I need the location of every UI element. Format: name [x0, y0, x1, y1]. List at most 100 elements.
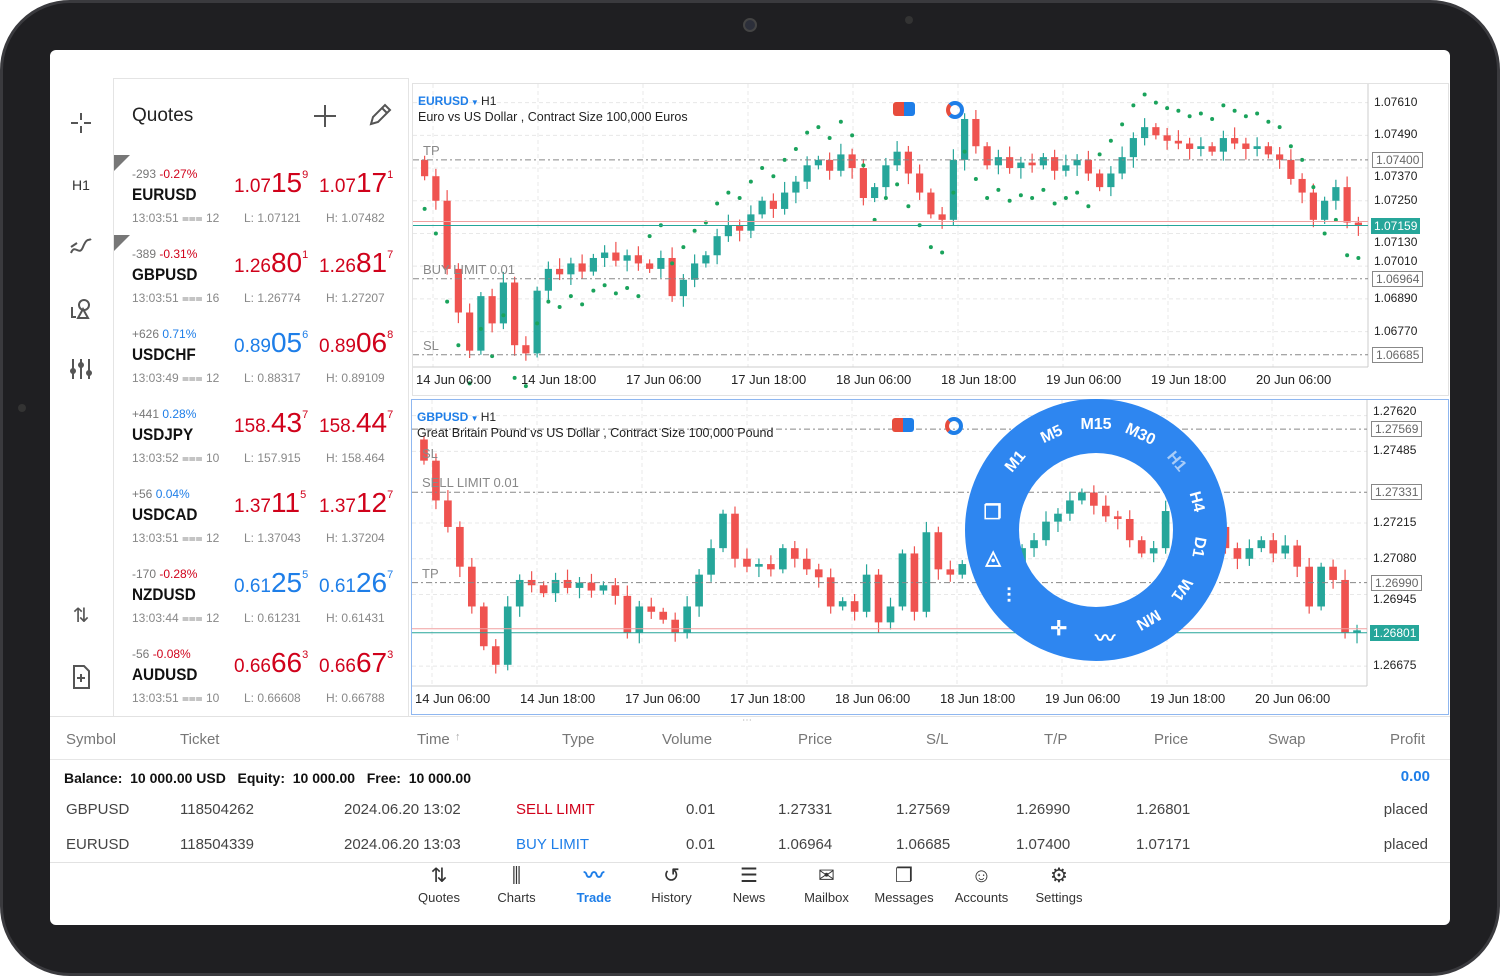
- parabolic-sar-dot: [850, 133, 855, 138]
- quote-row-eurusd[interactable]: -293 -0.27% EURUSD 13:03:51 ⩶ 12 L: 1.07121…: [114, 155, 410, 243]
- timeframe-h1[interactable]: H1: [1162, 448, 1190, 476]
- bid-price[interactable]: 0.66663: [234, 647, 308, 679]
- column-header[interactable]: S/L: [926, 731, 949, 748]
- order-level-label[interactable]: BUY LIMIT 0.01: [423, 261, 516, 277]
- order-level-label[interactable]: SL: [423, 337, 439, 353]
- indicators-icon[interactable]: 〰: [1095, 627, 1116, 650]
- nav-news[interactable]: ☰ News: [710, 862, 788, 905]
- column-header[interactable]: Symbol: [66, 731, 117, 748]
- ask-price[interactable]: 1.37127: [319, 487, 393, 519]
- sort-arrows-icon[interactable]: ⇅: [72, 604, 90, 627]
- order-row[interactable]: EURUSD 118504339 2024.06.20 13:03 BUY LIMIT…: [50, 836, 1450, 860]
- bid-price[interactable]: 0.89056: [234, 327, 308, 359]
- chart-eurusd[interactable]: TP 1.07400 BUY LIMIT 0.01 1.06964 SL 1.06685 1…: [412, 83, 1449, 396]
- order-level-label[interactable]: TP: [423, 142, 440, 158]
- time: 13:03:51: [132, 291, 179, 305]
- candle-body: [1329, 566, 1337, 580]
- bid-price[interactable]: 1.07159: [234, 167, 308, 199]
- quote-row-gbpusd[interactable]: -389 -0.31% GBPUSD 13:03:51 ⩶ 16 L: 1.26774…: [114, 235, 410, 323]
- timeframe-h4[interactable]: H4: [1186, 489, 1208, 515]
- add-document-icon[interactable]: [66, 662, 96, 692]
- ask-price[interactable]: 1.07171: [319, 167, 393, 199]
- chart-symbol[interactable]: GBPUSD: [417, 410, 469, 424]
- bid-price[interactable]: 1.26801: [234, 247, 308, 279]
- column-header[interactable]: Ticket: [180, 731, 220, 748]
- column-header[interactable]: Price: [798, 731, 833, 748]
- bid-price[interactable]: 158.437: [234, 407, 308, 439]
- parabolic-sar-dot: [996, 187, 1001, 192]
- x-tick-label: 17 Jun 06:00: [626, 372, 702, 387]
- column-header[interactable]: Volume: [662, 731, 713, 748]
- timeframe-m30[interactable]: M30: [1122, 420, 1158, 449]
- plus-icon[interactable]: [312, 103, 338, 134]
- nav-settings[interactable]: ⚙ Settings: [1020, 862, 1098, 905]
- column-header[interactable]: Price: [1154, 731, 1189, 748]
- timeframe-mn[interactable]: MN: [1133, 605, 1164, 634]
- column-header[interactable]: Time: [417, 731, 450, 748]
- crosshair-icon[interactable]: [66, 108, 96, 138]
- ask-part: 0.61: [319, 576, 356, 597]
- dropdown-icon[interactable]: ▼: [468, 98, 482, 107]
- candle-body: [862, 574, 871, 612]
- chart-symbol[interactable]: EURUSD: [418, 94, 469, 108]
- order-row[interactable]: GBPUSD 118504262 2024.06.20 13:02 SELL LIMI…: [50, 801, 1450, 825]
- nav-mailbox[interactable]: ✉ Mailbox: [788, 862, 866, 905]
- timeframe-m1[interactable]: M1: [1002, 447, 1030, 476]
- column-header[interactable]: Type: [562, 731, 595, 748]
- bid-price[interactable]: 0.61255: [234, 567, 308, 599]
- ask-price[interactable]: 158.447: [319, 407, 393, 439]
- dropdown-icon[interactable]: ▼: [468, 414, 481, 423]
- cell-type: BUY LIMIT: [516, 836, 590, 853]
- quote-row-usdcad[interactable]: +56 0.04% USDCAD 13:03:51 ⩶ 12 L: 1.37043 H:…: [114, 483, 410, 563]
- crosshair-icon[interactable]: ✛: [1050, 617, 1068, 640]
- order-level-label[interactable]: TP: [422, 565, 439, 581]
- order-level-label[interactable]: SELL LIMIT 0.01: [422, 475, 519, 491]
- spread: 12: [205, 611, 220, 625]
- chart-gbpusd[interactable]: SL 1.27569 SELL LIMIT 0.01 1.27331 TP 1.26990…: [411, 399, 1449, 715]
- level-price-tag: 1.27569: [1371, 421, 1423, 438]
- objects-icon[interactable]: ◬: [985, 546, 1001, 569]
- objects-icon[interactable]: [66, 294, 96, 324]
- bid-price[interactable]: 1.37115: [234, 487, 306, 519]
- nav-label: Trade: [576, 890, 612, 905]
- ask-price[interactable]: 0.89068: [319, 327, 393, 359]
- settings-sliders-icon[interactable]: [66, 354, 96, 384]
- spread: 10: [205, 451, 220, 465]
- windows-icon[interactable]: ❐: [983, 501, 1002, 524]
- timeframe-button[interactable]: H1: [72, 177, 90, 193]
- order-level-label[interactable]: SL: [422, 446, 438, 461]
- nav-history[interactable]: ↺ History: [633, 862, 711, 905]
- nav-charts[interactable]: ⫼ Charts: [478, 862, 556, 905]
- quote-row-usdchf[interactable]: +626 0.71% USDCHF 13:03:49 ⩶ 12 L: 0.88317 H…: [114, 323, 410, 403]
- column-header[interactable]: Profit: [1390, 731, 1426, 748]
- nav-messages[interactable]: ❐ Messages: [865, 862, 943, 905]
- nav-quotes[interactable]: ⇅ Quotes: [400, 862, 478, 905]
- parabolic-sar-dot: [1255, 111, 1260, 116]
- one-click-trading-icon[interactable]: [893, 102, 915, 116]
- pencil-icon[interactable]: [368, 103, 392, 132]
- column-header[interactable]: T/P: [1044, 731, 1068, 748]
- indicators-icon[interactable]: [66, 230, 96, 260]
- column-header[interactable]: Swap: [1268, 731, 1306, 748]
- timeframe-w1[interactable]: W1: [1167, 574, 1196, 604]
- cell-price: 1.06964: [778, 836, 833, 853]
- ask-price[interactable]: 1.26817: [319, 247, 393, 279]
- nav-trade[interactable]: 〰 Trade: [555, 862, 633, 905]
- nav-accounts[interactable]: ☺ Accounts: [943, 862, 1021, 905]
- ask-price[interactable]: 0.61267: [319, 567, 393, 599]
- trade-signal-icon[interactable]: [946, 101, 964, 119]
- trade-signal-icon[interactable]: [945, 417, 963, 435]
- timeframe-m15[interactable]: M15: [1080, 416, 1112, 433]
- cell-type: SELL LIMIT: [516, 801, 595, 818]
- order-marker: [114, 155, 130, 171]
- one-click-trading-icon[interactable]: [892, 418, 914, 432]
- resize-handle[interactable]: ⋯: [742, 715, 752, 726]
- ask-price[interactable]: 0.66673: [319, 647, 393, 679]
- quote-row-audusd[interactable]: -56 -0.08% AUDUSD 13:03:51 ⩶ 10 L: 0.66608 H…: [114, 643, 410, 723]
- quote-row-usdjpy[interactable]: +441 0.28% USDJPY 13:03:52 ⩶ 10 L: 157.915 H…: [114, 403, 410, 483]
- change-points: -293: [132, 167, 157, 181]
- timeframe-d1[interactable]: D1: [1188, 535, 1210, 559]
- quote-row-nzdusd[interactable]: -170 -0.28% NZDUSD 13:03:44 ⩶ 12 L: 0.61231…: [114, 563, 410, 643]
- timeframe-m5[interactable]: M5: [1038, 421, 1066, 447]
- settings-sliders-icon[interactable]: ⫶: [1006, 584, 1012, 607]
